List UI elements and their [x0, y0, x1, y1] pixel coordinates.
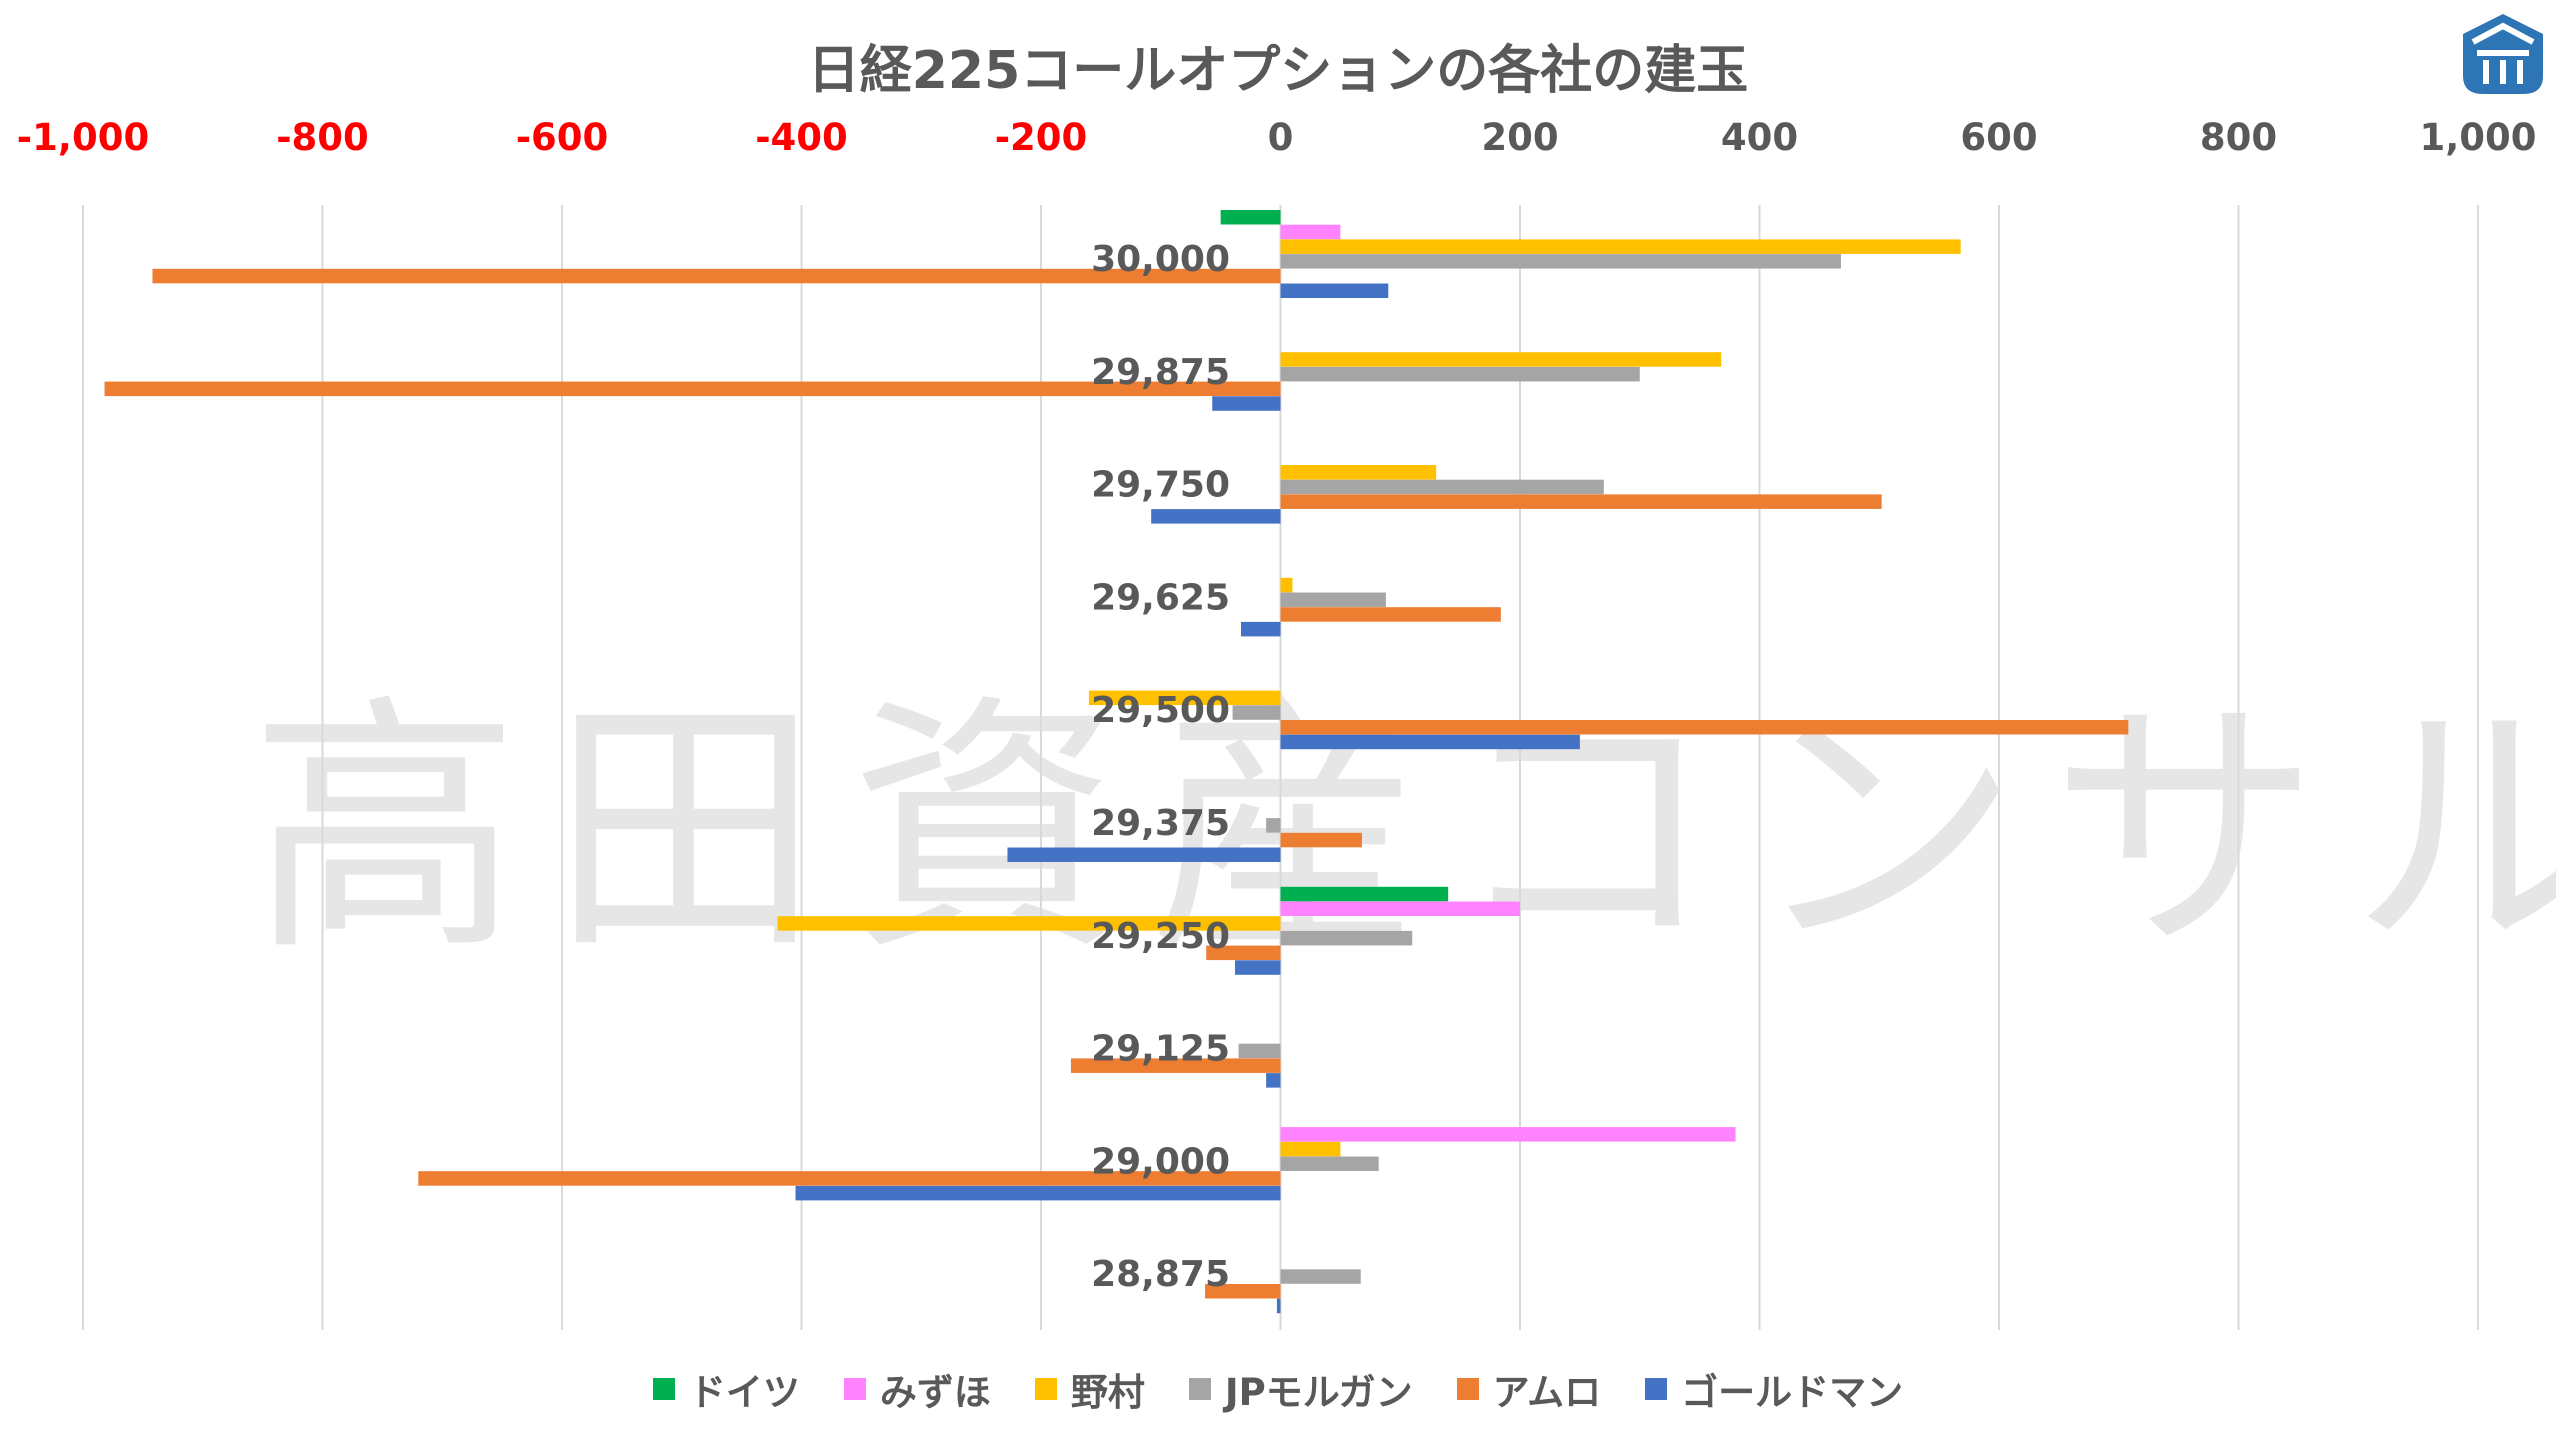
bar: [795, 1185, 1281, 1201]
bar: [1280, 283, 1389, 298]
bar: [1266, 1073, 1281, 1088]
category-label: 29,875: [1091, 352, 1230, 393]
bar: [1280, 1156, 1379, 1171]
company-logo: [2459, 10, 2547, 102]
bar: [1280, 239, 1961, 254]
bar: [1232, 705, 1281, 720]
bar: [1280, 930, 1413, 946]
bar: [1240, 621, 1281, 637]
legend-swatch: [1645, 1378, 1668, 1400]
legend-label: みずほ: [879, 1371, 991, 1414]
bar: [152, 268, 1281, 284]
x-tick-label: 600: [1960, 116, 2037, 159]
bar: [1276, 1298, 1281, 1314]
category-label: 29,000: [1091, 1141, 1230, 1182]
legend-swatch: [1034, 1378, 1057, 1400]
bars: [104, 210, 2129, 1314]
legend-label: ドイツ: [688, 1371, 800, 1414]
x-axis-ticks: -1,000 -800 -600 -400 -200 0 200 400 600 800 1,000: [17, 116, 2537, 159]
legend-swatch: [843, 1378, 866, 1400]
category-label: 29,250: [1091, 916, 1230, 957]
legend-item: ドイツ: [652, 1362, 800, 1416]
chart-title: 日経225コールオプションの各社の建玉: [807, 41, 1749, 101]
bar: [1280, 224, 1341, 240]
category-label: 29,375: [1091, 803, 1230, 844]
legend-label: JPモルガン: [1224, 1371, 1413, 1414]
category-labels: 30,000 29,875 29,750 29,625 29,500 29,375 29,2…: [1091, 239, 1230, 1295]
bar: [1212, 396, 1281, 411]
bar: [1007, 847, 1281, 862]
bar: [1280, 901, 1520, 916]
bar: [1280, 494, 1882, 509]
x-tick-label: 1,000: [2419, 116, 2536, 159]
bar: [1280, 607, 1501, 622]
legend-label: アムロ: [1492, 1371, 1602, 1414]
bar: [1280, 592, 1386, 607]
bar: [1280, 465, 1437, 480]
x-tick-label: -1,000: [17, 116, 149, 159]
bar: [1205, 1284, 1281, 1299]
legend-item: アムロ: [1456, 1362, 1602, 1416]
legend-label: 野村: [1070, 1371, 1145, 1414]
category-label: 30,000: [1091, 239, 1230, 280]
bar: [1088, 690, 1281, 706]
bar: [1280, 1141, 1341, 1157]
category-label: 29,125: [1091, 1029, 1230, 1070]
bar: [1280, 832, 1362, 848]
category-label: 29,750: [1091, 465, 1230, 506]
x-tick-label: -800: [276, 116, 369, 159]
bar: [1280, 254, 1841, 269]
category-label: 28,875: [1091, 1254, 1230, 1295]
bar: [1151, 509, 1281, 524]
bar: [1280, 352, 1722, 367]
x-tick-label: 200: [1481, 116, 1558, 159]
bar: [1280, 1269, 1361, 1284]
bar: [1234, 960, 1281, 975]
bar: [1280, 1127, 1736, 1142]
x-tick-label: 400: [1721, 116, 1798, 159]
bar: [1280, 886, 1449, 902]
legend-item: みずほ: [843, 1362, 991, 1416]
x-tick-label: -600: [516, 116, 609, 159]
bar: [1070, 1058, 1281, 1073]
category-label: 29,500: [1091, 690, 1230, 731]
bar: [1238, 1043, 1281, 1059]
x-tick-label: -200: [995, 116, 1088, 159]
bar: [418, 1171, 1281, 1186]
x-tick-label: 800: [2200, 116, 2277, 159]
legend-item: 野村: [1034, 1362, 1145, 1416]
bar: [1206, 945, 1281, 961]
legend: ドイツ みずほ 野村 JPモルガン アムロ ゴールドマン: [0, 1362, 2556, 1416]
bar: [1280, 577, 1293, 593]
bar: [1266, 818, 1281, 833]
bar: [1280, 720, 2129, 735]
bar: [104, 381, 1281, 397]
category-label: 29,625: [1091, 577, 1230, 618]
x-tick-label: -400: [755, 116, 848, 159]
legend-swatch: [652, 1378, 675, 1400]
legend-swatch: [1188, 1378, 1211, 1400]
bar: [1280, 734, 1580, 750]
bar: [1280, 366, 1640, 382]
x-tick-label: 0: [1268, 116, 1294, 159]
legend-swatch: [1456, 1378, 1479, 1400]
legend-label: ゴールドマン: [1681, 1371, 1904, 1414]
bar: [1220, 210, 1281, 225]
bar: [777, 916, 1281, 931]
legend-item: ゴールドマン: [1645, 1362, 1903, 1416]
bar: [1280, 479, 1604, 495]
legend-item: JPモルガン: [1188, 1362, 1413, 1416]
